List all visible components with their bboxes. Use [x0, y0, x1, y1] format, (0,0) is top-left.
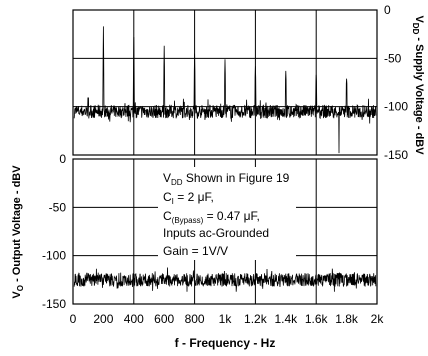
x-tick-label: 800 [185, 312, 205, 326]
bottom-y-tick-labels: 0 -50 -100 -150 [42, 152, 66, 311]
y-tick-label: -50 [49, 200, 67, 214]
x-tick-label: 600 [154, 312, 174, 326]
x-tick-label: 0 [70, 312, 77, 326]
annotation-vdd-rest: Shown in Figure 19 [183, 171, 290, 185]
y-tick-label: -50 [384, 51, 402, 65]
annotation-ci-sub: I [172, 197, 174, 206]
bottom-y-axis-label: VO - Output Voltage - dBV [11, 165, 25, 299]
top-y-tick-labels: 0 -50 -100 -150 [384, 3, 408, 162]
annotation-background [158, 167, 296, 260]
bottom-y-label-rest: - Output Voltage - dBV [11, 165, 23, 285]
top-plot-frame [72, 9, 378, 156]
annotation-line-ci: CI = 2 μF, [163, 190, 214, 206]
x-tick-label: 1.4k [274, 312, 298, 326]
y-tick-label: 0 [59, 152, 66, 166]
annotation-line-cbypass: C(Bypass) = 0.47 μF, [163, 209, 260, 225]
y-tick-label: -100 [384, 100, 408, 114]
top-y-label-sub: DD [411, 23, 420, 35]
annotation-vdd-sub: DD [171, 178, 183, 187]
annotation-cbypass-sub: (Bypass) [172, 216, 204, 225]
y-tick-label: -100 [42, 249, 66, 263]
x-tick-label: 1.6k [305, 312, 329, 326]
x-tick-label: 400 [124, 312, 144, 326]
supply-voltage-trace [73, 26, 377, 154]
x-axis-label: f - Frequency - Hz [175, 336, 276, 350]
x-tick-label: 1.8k [335, 312, 359, 326]
x-tick-label: 1.2k [244, 312, 268, 326]
supply-voltage-panel: 0 -50 -100 -150 VDD - Supply Voltage - dBV [72, 3, 425, 162]
annotation-ci-rest: = 2 μF, [174, 190, 214, 204]
bottom-y-label-main: V [11, 291, 23, 299]
annotation-cbypass-rest: = 0.47 μF, [203, 209, 260, 223]
annotation-cbypass-main: C [163, 209, 172, 223]
top-y-label-main: V [413, 15, 425, 23]
y-tick-label: 0 [384, 3, 391, 17]
x-tick-label: 2k [371, 312, 385, 326]
annotation-line-vdd: VDD Shown in Figure 19 [163, 171, 290, 187]
test-conditions-annotation: VDD Shown in Figure 19 CI = 2 μF, C(Bypa… [158, 167, 296, 260]
annotation-line-inputs: Inputs ac-Grounded [163, 226, 269, 240]
y-tick-label: -150 [384, 148, 408, 162]
bottom-plot-frame [72, 158, 378, 305]
top-y-label-rest: - Supply Voltage - dBV [413, 34, 425, 155]
annotation-vdd-main: V [163, 171, 171, 185]
y-tick-label: -150 [42, 297, 66, 311]
annotation-ci-main: C [163, 190, 172, 204]
bottom-y-label-sub: O [16, 285, 25, 291]
x-tick-label: 1k [219, 312, 233, 326]
x-tick-labels: 0 200 400 600 800 1k 1.2k 1.4k 1.6k 1.8k 2k [70, 312, 385, 326]
x-tick-label: 200 [93, 312, 113, 326]
annotation-line-gain: Gain = 1V/V [163, 244, 228, 258]
output-voltage-trace [73, 267, 377, 292]
top-y-axis-label: VDD - Supply Voltage - dBV [411, 15, 425, 155]
